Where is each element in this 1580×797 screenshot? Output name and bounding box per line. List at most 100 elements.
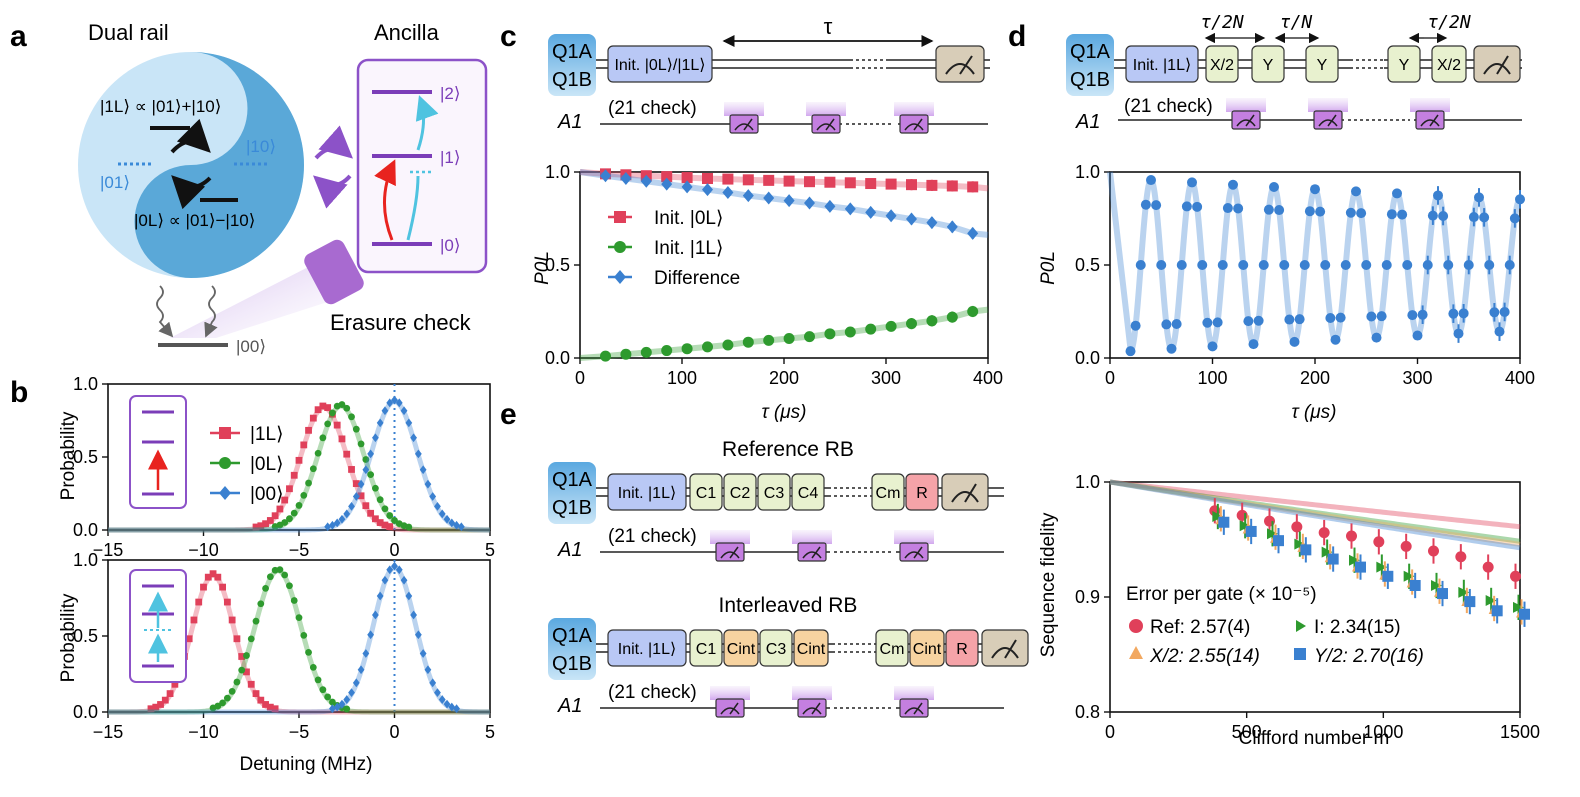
ancilla-title: Ancilla bbox=[374, 20, 440, 45]
e-point bbox=[1346, 530, 1357, 542]
d-point bbox=[1310, 184, 1320, 195]
b-bot-point bbox=[262, 701, 269, 708]
b-bot-point bbox=[300, 632, 308, 639]
d-check-meter-icon bbox=[1236, 119, 1256, 127]
d-check-meter-icon bbox=[1420, 119, 1440, 127]
e-fit-3 bbox=[1109, 479, 1521, 551]
e-point bbox=[1482, 561, 1494, 573]
b-top-point bbox=[352, 425, 360, 433]
d-point bbox=[1228, 179, 1238, 190]
d-point bbox=[1269, 182, 1279, 193]
b-top-point bbox=[338, 514, 346, 524]
b-bot-ytick-label: 0.5 bbox=[73, 626, 98, 646]
b-bot-point bbox=[367, 630, 375, 640]
b-top-point bbox=[357, 492, 365, 500]
c-point bbox=[865, 178, 877, 190]
b-top-point bbox=[362, 465, 370, 475]
d-point bbox=[1135, 260, 1146, 270]
ref-wire-gap bbox=[828, 484, 870, 500]
c-point bbox=[702, 173, 713, 185]
int-check-meter-icon bbox=[904, 707, 924, 715]
panel-b: b Probability Probability Detuning (MHz)… bbox=[10, 374, 495, 775]
d-check-glow bbox=[1308, 98, 1348, 112]
d-point bbox=[1299, 260, 1310, 270]
e-ylabel: Sequence fidelity bbox=[1038, 512, 1059, 657]
cyan-transition-arrow-2 bbox=[415, 95, 439, 151]
b-bot-point bbox=[190, 616, 198, 624]
d-check-needle bbox=[1245, 114, 1255, 127]
b-top-point bbox=[314, 406, 322, 414]
swap-arrow-top bbox=[170, 118, 211, 154]
ancilla-label-0: |0⟩ bbox=[440, 236, 461, 255]
ancilla-box bbox=[356, 58, 488, 274]
b-bot-fit-2 bbox=[108, 564, 491, 715]
int-gate-label: R bbox=[956, 641, 968, 658]
b-bot-point bbox=[434, 688, 441, 698]
b-legend-00: |00⟩ bbox=[250, 484, 283, 505]
b-bot-point bbox=[195, 598, 203, 606]
b-legend-marker-00 bbox=[219, 486, 231, 500]
b-top-point bbox=[319, 402, 327, 410]
c-check-glow bbox=[806, 102, 846, 116]
d-point bbox=[1468, 212, 1479, 223]
d-point bbox=[1453, 328, 1464, 339]
b-bot-point bbox=[343, 695, 351, 704]
c-point bbox=[926, 179, 938, 191]
b-top-point bbox=[434, 501, 441, 511]
e-fit-2 bbox=[1109, 479, 1521, 547]
b-bot-point bbox=[329, 698, 336, 706]
dual-rail-title: Dual rail bbox=[88, 20, 169, 45]
e-point bbox=[1400, 540, 1412, 552]
d-point bbox=[1243, 316, 1254, 327]
ref-gate-label: R bbox=[916, 485, 928, 502]
b-bot-point bbox=[247, 635, 255, 643]
c-point bbox=[681, 172, 693, 184]
b-top-point bbox=[300, 441, 308, 449]
b-top-point bbox=[367, 449, 375, 459]
b-top-point bbox=[300, 491, 308, 499]
coupling-arrow-top bbox=[314, 125, 353, 160]
ref-check-meter-icon bbox=[802, 551, 822, 559]
b-top-point bbox=[414, 449, 422, 459]
b-top-point bbox=[276, 505, 284, 513]
e-point bbox=[1376, 561, 1388, 573]
c-point bbox=[824, 199, 836, 213]
state-01-label: |01⟩ bbox=[100, 173, 130, 192]
c-point bbox=[661, 345, 673, 357]
int-gate-label: Cint bbox=[797, 641, 826, 658]
e-point bbox=[1428, 545, 1439, 557]
d-point bbox=[1397, 209, 1408, 220]
c-point bbox=[946, 311, 958, 323]
e-ytick-label: 1.0 bbox=[1075, 472, 1100, 492]
d-point bbox=[1156, 260, 1167, 270]
int-qubit-box bbox=[548, 618, 596, 680]
logical-zero-label: |0L⟩ ∝ |01⟩−|10⟩ bbox=[134, 211, 255, 230]
panel-c-letter: c bbox=[500, 20, 517, 53]
d-check-glow bbox=[1410, 98, 1450, 112]
b-top-point bbox=[352, 492, 360, 501]
red-transition-arrow bbox=[374, 159, 396, 241]
b-top-point bbox=[419, 465, 427, 475]
b-bot-point bbox=[395, 565, 403, 575]
d-point bbox=[1340, 260, 1351, 270]
b-top-point bbox=[443, 514, 451, 524]
b-legend-marker-0l bbox=[219, 457, 231, 469]
e-point bbox=[1239, 520, 1251, 532]
d-point bbox=[1274, 205, 1285, 216]
c-point bbox=[763, 191, 775, 205]
c-legend-marker-diff bbox=[614, 270, 626, 284]
b-legend-1l: |1L⟩ bbox=[250, 424, 283, 445]
d-point bbox=[1484, 260, 1495, 270]
c-point bbox=[906, 179, 917, 191]
d-point bbox=[1509, 213, 1520, 224]
b-top-point bbox=[309, 414, 317, 422]
b-bot-point bbox=[147, 705, 155, 713]
c-check-boxes bbox=[724, 102, 934, 134]
d-check-needle bbox=[1429, 114, 1439, 127]
b-bot-xtick-label: −10 bbox=[188, 722, 219, 742]
e-point bbox=[1318, 527, 1330, 539]
c-xtick-label: 400 bbox=[973, 368, 1003, 388]
b-bot-point bbox=[243, 668, 250, 676]
d-gate-x2-b bbox=[1431, 45, 1467, 83]
d-point bbox=[1474, 192, 1484, 203]
